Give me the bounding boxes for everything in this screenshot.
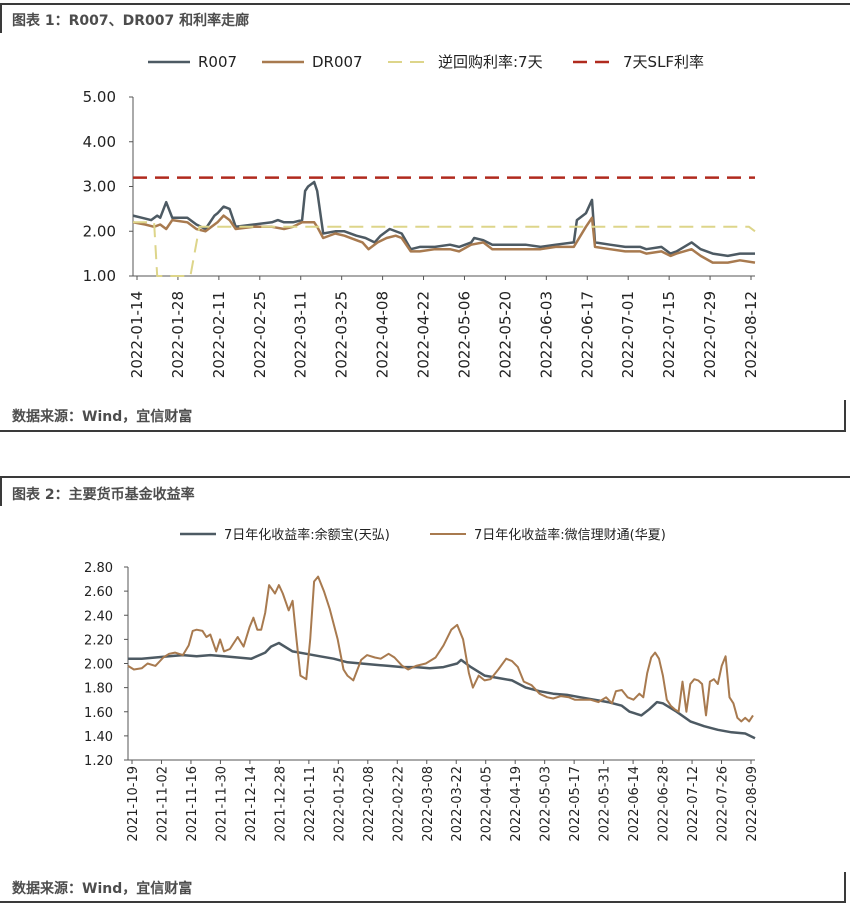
chart1-y-tick-label: 3.00 — [83, 178, 116, 196]
chart2-x-tick-label: 2022-05-31 — [598, 766, 613, 842]
chart2-x-tick-label: 2022-01-11 — [303, 766, 318, 842]
chart1-x-tick-label: 2022-07-15 — [660, 291, 678, 378]
chart1-y-tick-label: 1.00 — [83, 267, 116, 285]
panel-2-right-tick — [844, 872, 846, 903]
chart2-y-tick-label: 2.40 — [84, 609, 113, 624]
chart2-x-tick-label: 2022-04-19 — [509, 766, 524, 842]
chart1-series-line-2 — [132, 214, 756, 264]
panel-2-title: 图表 2：主要货币基金收益率 — [12, 487, 195, 503]
panel-2-top-rule — [0, 476, 850, 478]
chart1-x-tick-label: 2022-07-29 — [701, 291, 719, 378]
chart2-x-tick-label: 2021-12-28 — [273, 766, 288, 842]
panel-1-left-tick — [0, 3, 2, 33]
panel-2-left-tick — [0, 476, 2, 506]
chart1-x-tick-label: 2022-01-28 — [169, 291, 187, 378]
chart2-x-tick-label: 2021-12-14 — [244, 766, 259, 842]
chart1-x-tick-label: 2022-02-11 — [210, 291, 228, 378]
chart2-x-tick-label: 2021-11-16 — [185, 766, 200, 842]
chart2-x-tick-label: 2022-06-28 — [657, 766, 672, 842]
chart2-x-tick-label: 2021-11-02 — [155, 766, 170, 842]
chart2-legend-label-2: 7日年化收益率:微信理财通(华夏) — [474, 527, 666, 543]
chart2-x-tick-label: 2022-08-09 — [745, 766, 760, 842]
chart1-series-line-3 — [133, 221, 756, 277]
chart1-x-tick-label: 2022-01-14 — [128, 291, 146, 378]
chart1-x-tick-label: 2022-02-25 — [251, 291, 269, 378]
chart1-x-tick-label: 2022-03-25 — [333, 291, 351, 378]
chart2-x-tick-label: 2021-10-19 — [126, 766, 141, 842]
chart2-y-tick-label: 1.40 — [84, 730, 113, 745]
chart2-x-tick-label: 2022-05-03 — [539, 766, 554, 842]
chart2-y-tick-label: 2.00 — [84, 658, 113, 673]
chart2-x-tick-label: 2022-02-08 — [362, 766, 377, 842]
chart2-y-tick-label: 1.60 — [84, 706, 113, 721]
chart2-y-tick-label: 2.60 — [84, 585, 113, 600]
chart2-y-tick-label: 2.20 — [84, 633, 113, 648]
chart1-series-line-1 — [132, 180, 755, 258]
chart2-x-tick-label: 2022-02-22 — [391, 766, 406, 842]
chart1-x-tick-label: 2022-06-17 — [578, 291, 596, 378]
chart2-x-tick-label: 2022-03-08 — [421, 766, 436, 842]
chart1-y-tick-label: 2.00 — [83, 222, 116, 240]
panel-1-right-tick — [844, 400, 846, 432]
chart1-x-tick-label: 2022-08-12 — [742, 291, 760, 378]
chart1-legend-label-2: DR007 — [312, 53, 363, 71]
chart2-x-tick-label: 2022-07-12 — [686, 766, 701, 842]
chart2-legend-label-1: 7日年化收益率:余额宝(天弘) — [224, 527, 390, 543]
chart-2-svg: 1.20 1.40 1.60 1.80 2.00 2.20 2.40 2.60 2.80 2021… — [84, 527, 760, 842]
chart2-series-line-1 — [128, 641, 756, 740]
panel-1-source: 数据来源：Wind，宜信财富 — [12, 409, 193, 425]
chart1-legend-label-4: 7天SLF利率 — [623, 53, 704, 71]
chart2-x-tick-label: 2022-03-22 — [450, 766, 465, 842]
chart1-legend-label-1: R007 — [198, 53, 237, 71]
chart2-x-tick-label: 2022-06-14 — [627, 766, 642, 842]
chart2-x-tick-label: 2021-11-30 — [214, 766, 229, 842]
chart2-x-tick-label: 2022-01-25 — [332, 766, 347, 842]
chart1-x-tick-label: 2022-03-11 — [292, 291, 310, 378]
chart2-y-tick-label: 2.80 — [84, 561, 113, 576]
panel-2-bottom-rule — [0, 901, 846, 903]
panel-1-top-rule — [0, 3, 850, 5]
chart1-x-tick-label: 2022-04-08 — [374, 291, 392, 378]
chart1-x-tick-label: 2022-07-01 — [619, 291, 637, 378]
chart2-series-line-2 — [127, 575, 754, 723]
chart-1-svg: 1.00 2.00 3.00 4.00 5.00 2022-01-14 2022-01-28… — [83, 53, 760, 378]
chart1-x-tick-label: 2022-04-22 — [415, 291, 433, 378]
panel-1-title: 图表 1：R007、DR007 和利率走廊 — [12, 13, 250, 29]
chart2-x-tick-label: 2022-07-26 — [716, 766, 731, 842]
chart2-x-tick-label: 2022-05-17 — [568, 766, 583, 842]
chart1-y-tick-label: 5.00 — [83, 88, 116, 106]
chart1-legend-label-3: 逆回购利率:7天 — [438, 53, 543, 71]
chart1-x-tick-label: 2022-06-03 — [537, 291, 555, 378]
chart2-y-tick-label: 1.80 — [84, 682, 113, 697]
chart1-x-tick-label: 2022-05-20 — [496, 291, 514, 378]
panel-2-source: 数据来源：Wind，宜信财富 — [12, 881, 193, 897]
chart2-y-tick-label: 1.20 — [84, 754, 113, 769]
chart1-y-tick-label: 4.00 — [83, 133, 116, 151]
chart1-x-tick-label: 2022-05-06 — [455, 291, 473, 378]
chart2-x-tick-label: 2022-04-05 — [480, 766, 495, 842]
panel-1-bottom-rule — [0, 430, 846, 432]
